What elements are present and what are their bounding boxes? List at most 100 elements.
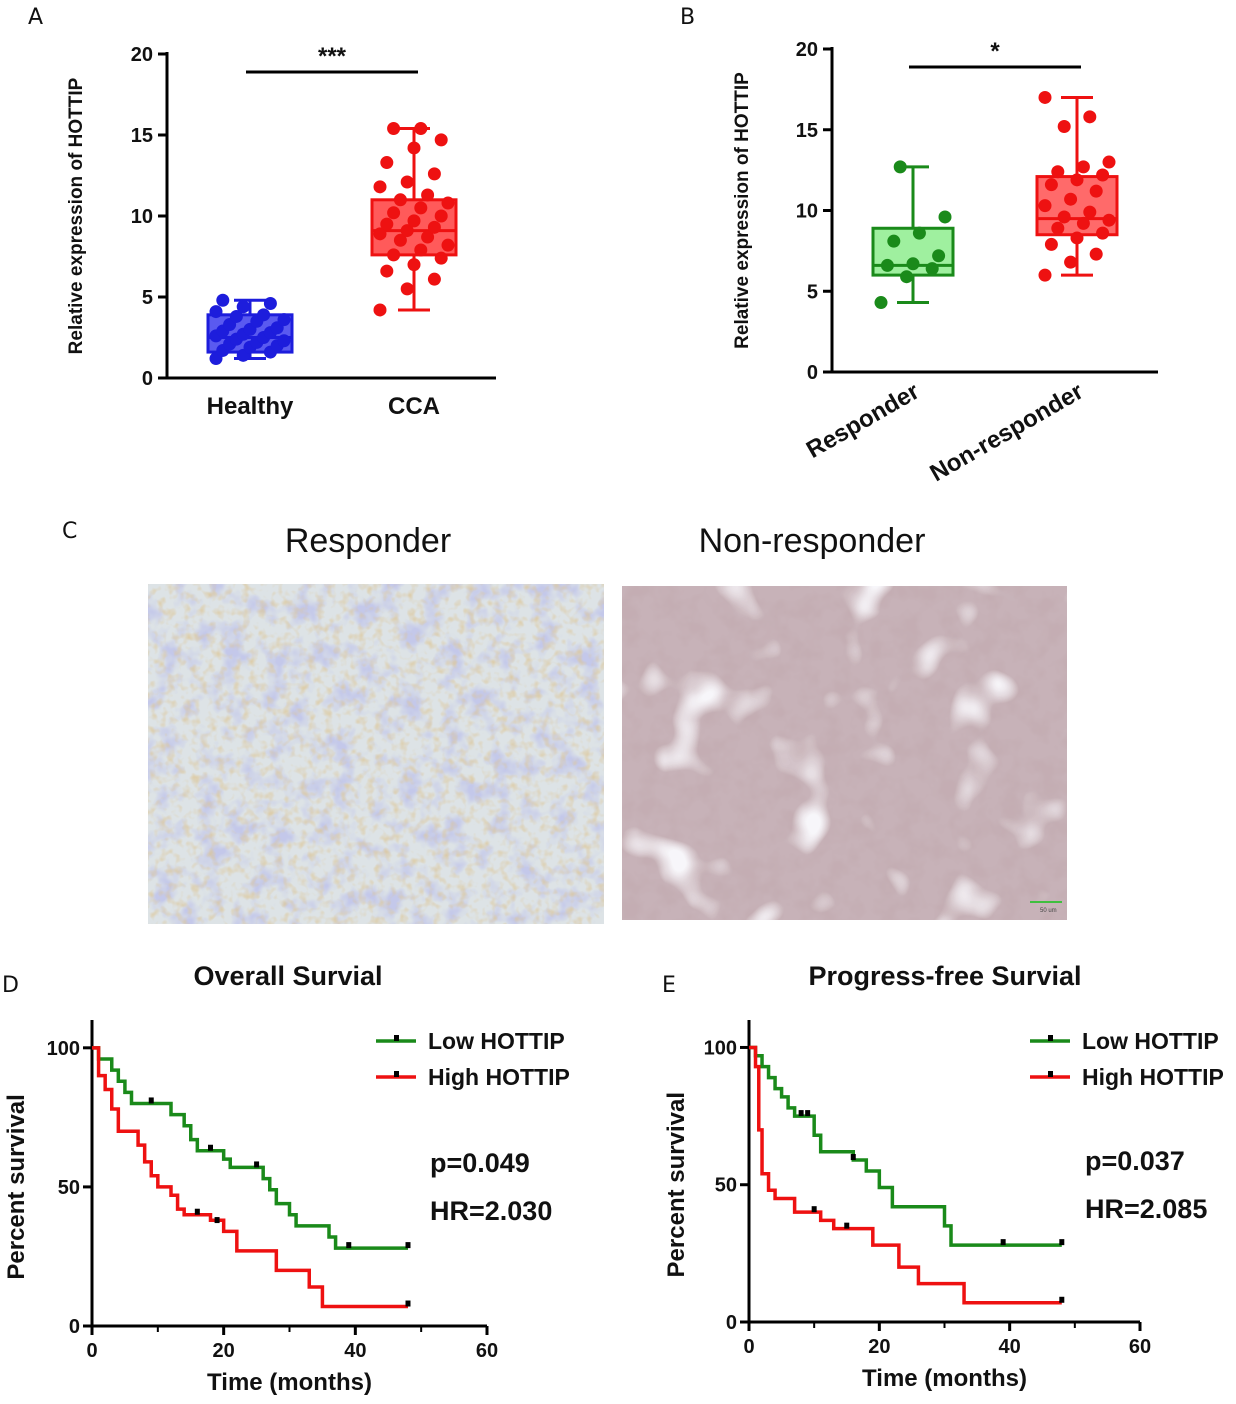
micrograph-panel: Responder Non-responder 50 um bbox=[148, 522, 1067, 924]
y-tick-label: 10 bbox=[796, 201, 818, 223]
data-point bbox=[893, 160, 907, 174]
x-tick-label: 40 bbox=[999, 1336, 1021, 1358]
data-point bbox=[1083, 205, 1097, 219]
y-tick-label: 50 bbox=[715, 1175, 737, 1197]
data-point bbox=[373, 227, 387, 241]
legend-label: High HOTTIP bbox=[1082, 1064, 1224, 1090]
data-point bbox=[421, 230, 435, 244]
y-tick-label: 0 bbox=[726, 1312, 737, 1334]
y-tick-label: 50 bbox=[58, 1177, 80, 1199]
data-point bbox=[1051, 165, 1065, 179]
censor-mark bbox=[1059, 1239, 1065, 1246]
significance-marker: * bbox=[990, 38, 1000, 65]
data-point bbox=[387, 206, 401, 220]
censor-mark bbox=[811, 1206, 817, 1213]
data-point bbox=[209, 305, 223, 319]
data-point bbox=[400, 224, 414, 238]
data-point bbox=[1064, 255, 1078, 269]
y-tick-label: 15 bbox=[131, 125, 153, 147]
category-label: Non-responder bbox=[926, 378, 1088, 487]
data-point bbox=[400, 175, 414, 189]
censor-mark bbox=[208, 1144, 213, 1151]
micrograph-title-non-responder: Non-responder bbox=[699, 522, 926, 560]
y-tick-label: 20 bbox=[796, 39, 818, 61]
x-tick-label: 0 bbox=[743, 1336, 754, 1358]
category-label: Healthy bbox=[207, 393, 294, 420]
micrograph-title-responder: Responder bbox=[285, 522, 451, 560]
scale-bar-label: 50 um bbox=[1040, 908, 1057, 914]
data-point bbox=[880, 258, 894, 272]
data-point bbox=[1057, 210, 1071, 224]
data-point bbox=[414, 243, 428, 257]
survival-curve bbox=[749, 1045, 1062, 1305]
data-point bbox=[380, 264, 394, 278]
survival-curve bbox=[92, 1046, 408, 1309]
micrograph-non-responder: 50 um bbox=[622, 586, 1067, 920]
y-axis-label: Percent survival bbox=[663, 1092, 690, 1277]
data-point bbox=[1102, 155, 1116, 169]
data-point bbox=[1083, 110, 1097, 124]
data-point bbox=[400, 282, 414, 296]
data-point bbox=[1038, 268, 1052, 282]
censor-mark bbox=[405, 1300, 411, 1307]
legend-censor-mark bbox=[394, 1071, 399, 1077]
data-point bbox=[263, 296, 277, 310]
data-point bbox=[414, 201, 428, 215]
survival-curve bbox=[749, 1045, 1062, 1247]
y-tick-label: 5 bbox=[142, 287, 153, 309]
censor-mark bbox=[194, 1208, 200, 1215]
y-tick-label: 15 bbox=[796, 120, 818, 142]
x-axis-label: Time (months) bbox=[862, 1365, 1027, 1392]
data-point bbox=[1038, 90, 1052, 104]
censor-mark bbox=[850, 1154, 856, 1161]
legend-label: High HOTTIP bbox=[428, 1064, 570, 1090]
significance-marker: *** bbox=[318, 43, 347, 70]
data-point bbox=[421, 188, 435, 202]
x-axis-label: Time (months) bbox=[207, 1369, 372, 1396]
y-axis-label: Relative expression of HOTTIP bbox=[732, 72, 753, 349]
panel-label-d: D bbox=[2, 973, 19, 998]
data-point bbox=[925, 262, 939, 276]
category-label: Responder bbox=[802, 378, 924, 464]
data-point bbox=[407, 258, 421, 272]
y-tick-label: 100 bbox=[704, 1037, 737, 1059]
data-point bbox=[1076, 160, 1090, 174]
data-point bbox=[1044, 237, 1058, 251]
legend-label: Low HOTTIP bbox=[428, 1028, 565, 1054]
data-point bbox=[912, 226, 926, 240]
y-tick-label: 0 bbox=[807, 362, 818, 384]
micrograph-responder bbox=[148, 584, 604, 924]
data-point bbox=[441, 238, 455, 252]
y-axis-label: Percent survival bbox=[3, 1094, 30, 1279]
y-tick-label: 20 bbox=[131, 44, 153, 66]
survival-chart-e: Progress-free Survial 0 20 40 60 0 50 100 Time (… bbox=[663, 961, 1224, 1392]
x-tick-label: 0 bbox=[86, 1340, 97, 1362]
legend-label: Low HOTTIP bbox=[1082, 1028, 1219, 1054]
survival-chart-d: Overall Survial 0 20 40 60 0 50 100 Time (months… bbox=[3, 961, 570, 1396]
statistic-annotation: HR=2.030 bbox=[430, 1196, 552, 1226]
censor-mark bbox=[1059, 1296, 1065, 1303]
data-point bbox=[1044, 178, 1058, 192]
data-point bbox=[407, 141, 421, 155]
data-point bbox=[441, 196, 455, 210]
x-tick-label: 40 bbox=[344, 1340, 366, 1362]
x-tick-label: 20 bbox=[213, 1340, 235, 1362]
data-point bbox=[373, 303, 387, 317]
data-point bbox=[1089, 184, 1103, 198]
x-tick-label: 20 bbox=[868, 1336, 890, 1358]
data-point bbox=[434, 209, 448, 223]
chart-title: Overall Survial bbox=[193, 961, 382, 991]
y-axis-label: Relative expression of HOTTIP bbox=[66, 77, 87, 354]
box-chart-b: 0 5 10 15 20 Relative expression of HOTTIP Res… bbox=[732, 38, 1158, 487]
data-point bbox=[1076, 216, 1090, 230]
y-tick-label: 100 bbox=[47, 1038, 80, 1060]
censor-mark bbox=[798, 1110, 804, 1117]
panel-label-a: A bbox=[28, 5, 43, 30]
data-point bbox=[236, 300, 250, 314]
data-point bbox=[900, 270, 914, 284]
censor-mark bbox=[148, 1097, 154, 1104]
statistic-annotation: p=0.049 bbox=[430, 1148, 530, 1178]
censor-mark bbox=[214, 1217, 220, 1224]
data-point bbox=[216, 293, 230, 307]
